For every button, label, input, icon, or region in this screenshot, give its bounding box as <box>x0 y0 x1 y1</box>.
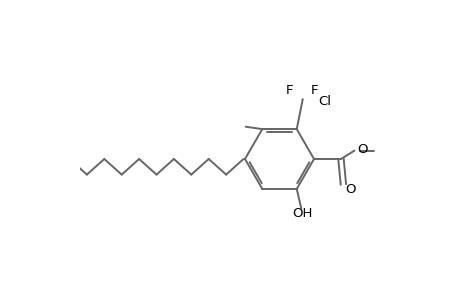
Text: O: O <box>356 142 367 156</box>
Text: Cl: Cl <box>317 95 330 108</box>
Text: F: F <box>310 84 318 97</box>
Text: F: F <box>285 84 292 97</box>
Text: O: O <box>344 183 355 196</box>
Text: OH: OH <box>292 207 312 220</box>
